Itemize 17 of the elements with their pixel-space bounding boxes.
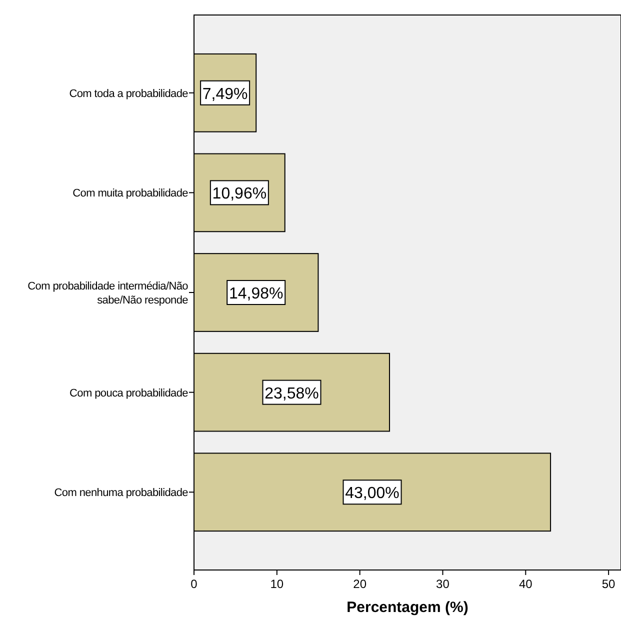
y-tick-label: Com pouca probabilidade (70, 387, 188, 400)
data-label: 7,49% (202, 86, 248, 103)
y-tick-label: Com muita probabilidade (72, 188, 188, 200)
x-tick-label: 20 (353, 577, 367, 591)
x-axis-title: Percentagem (%) (346, 599, 468, 616)
data-label: 23,58% (264, 385, 319, 402)
x-tick-label: 40 (518, 577, 533, 591)
x-tick-label: 0 (190, 577, 198, 591)
data-label: 43,00% (345, 485, 400, 502)
y-tick-label: Com probabilidade intermédia/Não sabe/Não responde (28, 280, 188, 306)
x-tick-label: 10 (270, 577, 284, 591)
x-tick-label: 30 (436, 577, 450, 591)
data-label: 14,98% (228, 286, 284, 302)
x-tick-label: 50 (602, 577, 616, 591)
data-label: 10,96% (212, 186, 267, 203)
y-tick-label: Com nenhuma probabilidade (54, 487, 188, 500)
y-tick-label: Com toda a probabilidade (69, 88, 188, 100)
